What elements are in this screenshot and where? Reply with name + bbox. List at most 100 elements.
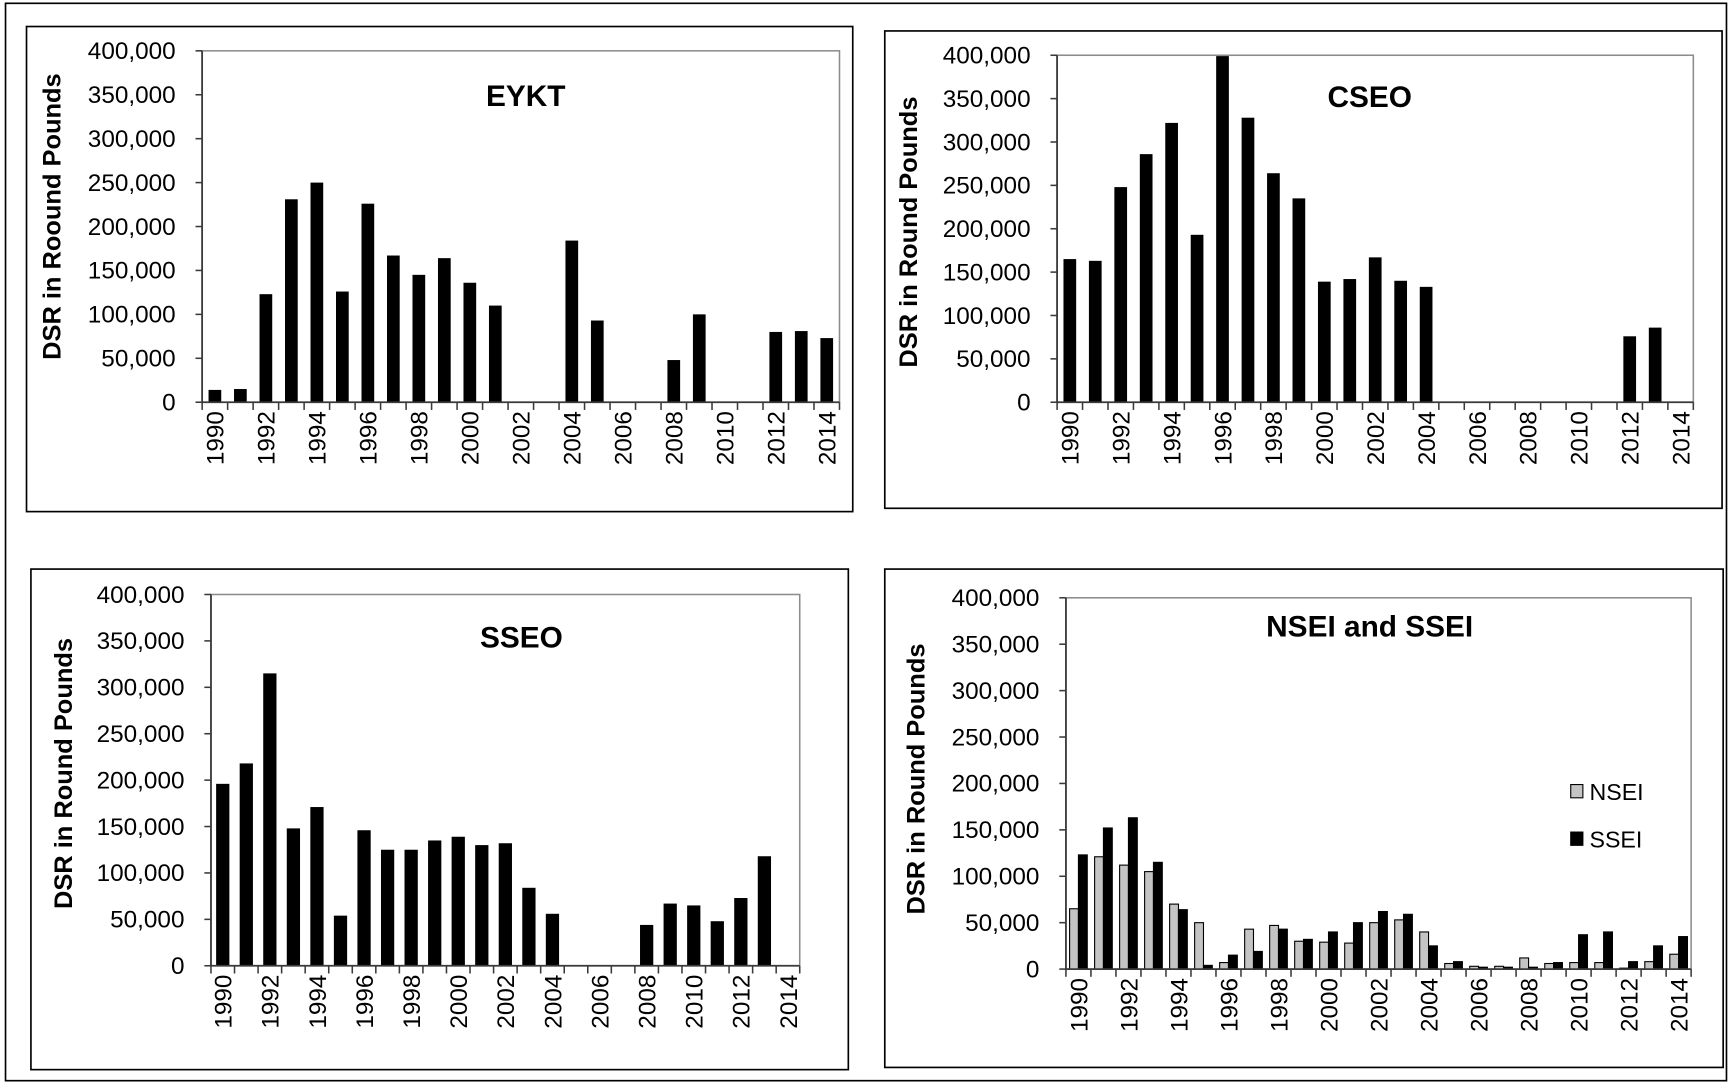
x-tick-label: 1992 (254, 411, 281, 465)
x-tick-label: 2000 (446, 975, 473, 1029)
cseo-bar-1990 (1063, 259, 1077, 403)
eykt-bar-1993 (285, 199, 298, 403)
legend: NSEI SSEI (1570, 779, 1644, 853)
chart-title: CSEO (1327, 81, 1411, 114)
x-tick-label: 1992 (1116, 978, 1143, 1032)
y-tick-label: 300,000 (952, 678, 1040, 705)
chart-panel-eykt: 0 50,000 100,000 150,000 200,000 250,000 300,0… (25, 25, 854, 513)
nsei-bar-1992 (1119, 864, 1130, 970)
x-tick-label: 1994 (1159, 411, 1186, 465)
x-tick-label: 2002 (509, 411, 536, 465)
sseo-bar-2003 (522, 887, 536, 966)
cseo-bar-2004 (1419, 286, 1433, 403)
ssei-bar-2003 (1402, 913, 1413, 970)
nsei-bar-2004 (1419, 931, 1430, 970)
cseo-bar-2003 (1394, 280, 1408, 403)
chart-panel-sseo: 0 50,000 100,000 150,000 200,000 250,000 300,0… (30, 568, 850, 1071)
x-tick-label: 2010 (713, 411, 740, 465)
y-tick-label: 0 (1017, 390, 1031, 417)
eykt-bar-2000 (463, 282, 477, 403)
y-tick-label: 250,000 (97, 721, 185, 748)
x-tick-label: 2012 (1618, 411, 1645, 465)
eykt-bar-1994 (310, 182, 324, 403)
nsei-bar-1990 (1069, 908, 1079, 970)
x-tick-label: 2006 (1466, 978, 1493, 1032)
nsei-bar-1999 (1294, 940, 1305, 970)
sseo-bar-1998 (404, 849, 418, 966)
ssei-bar-2011 (1603, 931, 1613, 970)
nsei-bar-1996 (1219, 962, 1230, 970)
x-tick-label: 2008 (1516, 411, 1543, 465)
ssei-bar-1999 (1302, 938, 1313, 970)
nsei-bar-1994 (1169, 903, 1180, 970)
cseo-bar-1999 (1292, 198, 1306, 403)
nsei-bar-2008 (1519, 957, 1530, 970)
eykt-bar-1990 (208, 389, 222, 403)
y-axis-title: DSR in Round Pounds (903, 644, 931, 915)
sseo-bar-1999 (428, 840, 442, 966)
sseo-bar-2004 (545, 913, 560, 966)
x-tick-label: 2002 (1363, 411, 1390, 465)
x-tick-label: 2004 (1414, 411, 1441, 465)
x-tick-label: 2008 (662, 411, 689, 465)
y-tick-label: 200,000 (952, 771, 1040, 798)
x-tick-label: 2002 (1366, 978, 1393, 1032)
y-tick-label: 400,000 (943, 43, 1031, 70)
x-tick-label: 2000 (1312, 411, 1339, 465)
y-tick-label: 50,000 (110, 907, 184, 934)
y-axis-title: DSR in Round Pounds (895, 97, 923, 368)
sseo-bar-1997 (380, 849, 395, 966)
ssei-bar-2013 (1653, 945, 1664, 970)
eykt-bar-1997 (386, 255, 400, 403)
sseo-bar-2000 (451, 836, 465, 966)
x-tick-label: 2012 (1616, 978, 1643, 1032)
chart-title: SSEO (480, 622, 563, 655)
chart-panel-nsei-ssei: 0 50,000 100,000 150,000 200,000 250,000 300,0… (883, 568, 1724, 1069)
y-tick-label: 150,000 (943, 259, 1031, 286)
sseo-bar-2011 (710, 921, 724, 966)
ssei-bar-1997 (1252, 950, 1263, 970)
y-tick-label: 400,000 (97, 582, 185, 609)
y-tick-label: 100,000 (97, 860, 185, 887)
cseo-bar-1995 (1190, 234, 1204, 403)
sseo-bar-2010 (687, 905, 701, 966)
y-tick-label: 350,000 (97, 628, 185, 655)
eykt-bar-1996 (361, 203, 375, 403)
ssei-bar-1993 (1152, 861, 1163, 970)
x-tick-label: 1994 (305, 411, 332, 465)
eykt-bar-2001 (488, 305, 502, 403)
x-tick-label: 2010 (1566, 978, 1593, 1032)
ssei-bar-2009 (1553, 962, 1563, 970)
chart-panel-cseo: 0 50,000 100,000 150,000 200,000 250,000 300,0… (883, 30, 1723, 510)
nsei-bar-1991 (1094, 856, 1104, 970)
ssei-bar-1990 (1077, 854, 1088, 970)
ssei-bar-2004 (1427, 945, 1438, 970)
chart-title: EYKT (486, 80, 566, 113)
y-tick-label: 50,000 (965, 910, 1039, 937)
y-tick-label: 100,000 (952, 864, 1040, 891)
eykt-bar-1992 (259, 294, 273, 403)
nsei-bar-2000 (1319, 941, 1330, 970)
y-tick-label: 150,000 (952, 817, 1040, 844)
nsei-bar-1998 (1269, 924, 1280, 970)
x-tick-label: 1992 (258, 975, 285, 1029)
y-tick-label: 300,000 (88, 126, 176, 153)
x-tick-label: 2008 (634, 975, 661, 1029)
cseo-bar-2000 (1317, 281, 1331, 403)
chart-title: NSEI and SSEI (1266, 610, 1473, 643)
y-tick-label: 350,000 (88, 82, 176, 109)
y-tick-label: 250,000 (943, 173, 1031, 200)
eykt-bar-2008 (667, 360, 681, 403)
y-axis-title: DSR in Roound Pounds (39, 73, 67, 360)
cseo-bar-1997 (1241, 117, 1255, 403)
x-tick-label: 2000 (1316, 978, 1343, 1032)
x-tick-label: 2006 (611, 411, 638, 465)
sseo-bar-2012 (734, 898, 748, 966)
ssei-bar-2014 (1678, 936, 1689, 970)
legend-label-ssei: SSEI (1590, 827, 1643, 853)
cseo-bar-1996 (1216, 56, 1229, 403)
y-tick-label: 250,000 (952, 724, 1040, 751)
cseo-bar-2012 (1623, 336, 1637, 403)
nsei-bar-2014 (1669, 953, 1680, 970)
